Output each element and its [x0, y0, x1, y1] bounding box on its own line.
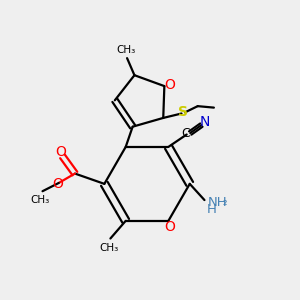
Text: CH₃: CH₃	[99, 243, 119, 253]
Text: C: C	[182, 128, 190, 140]
Text: O: O	[52, 177, 63, 190]
Text: CH₃: CH₃	[30, 195, 49, 205]
Text: N: N	[200, 115, 210, 129]
Text: NH: NH	[208, 196, 228, 209]
Text: O: O	[164, 78, 175, 92]
Text: O: O	[164, 220, 175, 234]
Text: H: H	[207, 203, 217, 216]
Text: ₂: ₂	[223, 197, 227, 207]
Text: O: O	[55, 145, 66, 159]
Text: CH₃: CH₃	[116, 45, 135, 55]
Text: S: S	[178, 105, 188, 119]
